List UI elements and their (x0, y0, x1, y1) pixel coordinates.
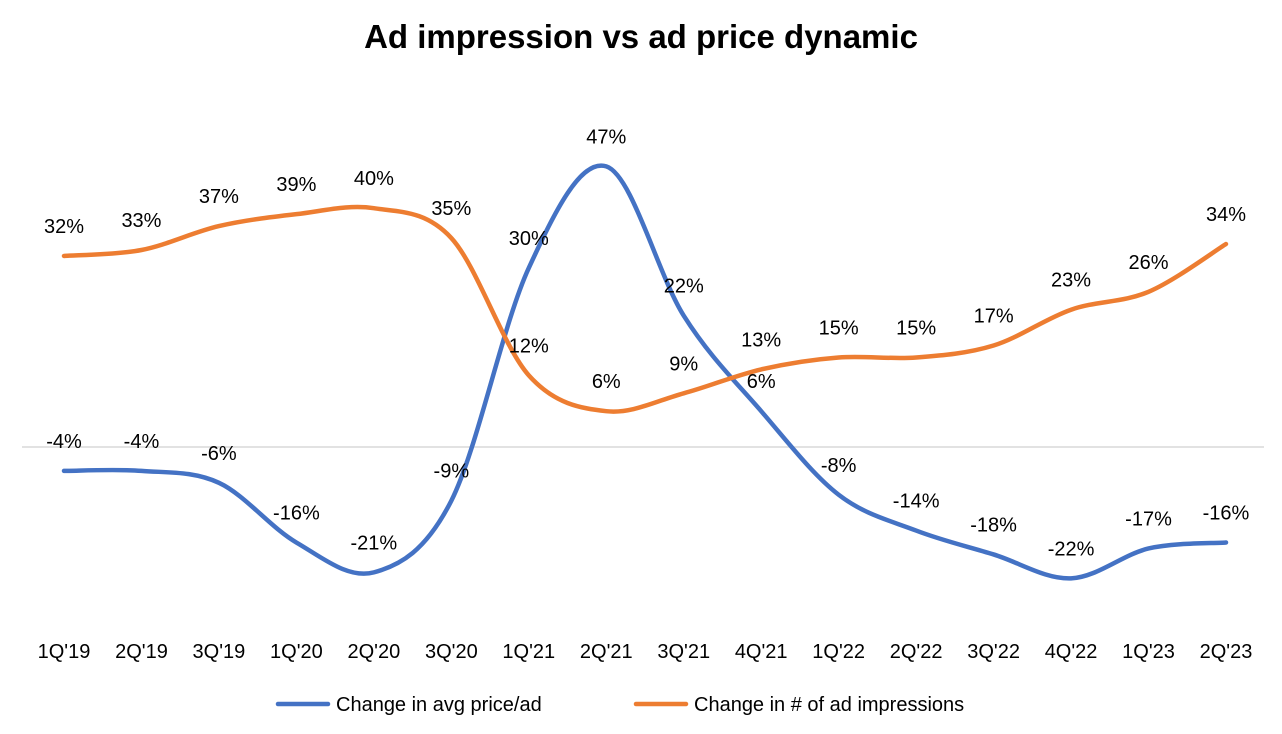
data-label: -6% (201, 443, 237, 465)
data-label: 6% (592, 371, 621, 393)
x-tick-label: 2Q'19 (115, 641, 168, 663)
data-label: 32% (44, 216, 84, 238)
series-line-0 (61, 163, 1229, 581)
x-tick-label: 3Q'20 (425, 641, 478, 663)
x-tick-label: 1Q'19 (38, 641, 91, 663)
data-label: 13% (741, 329, 781, 351)
data-label: -16% (1203, 503, 1250, 525)
data-label: -16% (273, 503, 320, 525)
data-label: -8% (821, 455, 857, 477)
data-label: -18% (970, 514, 1017, 536)
data-label: -17% (1125, 508, 1172, 530)
x-tick-label: 4Q'22 (1045, 641, 1098, 663)
x-tick-label: 2Q'23 (1200, 641, 1253, 663)
data-label: 22% (664, 276, 704, 298)
data-label: 9% (669, 353, 698, 375)
data-label: 30% (509, 228, 549, 250)
x-tick-label: 1Q'23 (1122, 641, 1175, 663)
data-label: 12% (509, 335, 549, 357)
legend-label-0: Change in avg price/ad (336, 694, 542, 716)
x-tick-label: 3Q'19 (193, 641, 246, 663)
data-label: 26% (1129, 252, 1169, 274)
data-label: -14% (893, 491, 940, 513)
x-tick-label: 1Q'21 (502, 641, 555, 663)
x-tick-label: 2Q'22 (890, 641, 943, 663)
x-tick-label: 1Q'22 (812, 641, 865, 663)
x-tick-label: 2Q'20 (347, 641, 400, 663)
data-label: -22% (1048, 538, 1095, 560)
legend-label-1: Change in # of ad impressions (694, 694, 964, 716)
data-labels: -4% -4% -6% -16% -21% -9% 30% 47% 22% 6% -8% -14% -1… (44, 126, 1250, 560)
data-label: 34% (1206, 204, 1246, 226)
data-label: 35% (431, 198, 471, 220)
chart-title: Ad impression vs ad price dynamic (364, 18, 918, 55)
x-tick-label: 3Q'21 (657, 641, 710, 663)
data-label: 23% (1051, 270, 1091, 292)
legend: Change in avg price/ad Change in # of ad … (275, 694, 964, 716)
data-label: 33% (121, 210, 161, 232)
x-axis-ticks: 1Q'19 2Q'19 3Q'19 1Q'20 2Q'20 3Q'20 1Q'21 2Q'21… (38, 641, 1253, 663)
x-tick-label: 3Q'22 (967, 641, 1020, 663)
x-tick-label: 1Q'20 (270, 641, 323, 663)
data-label: 40% (354, 168, 394, 190)
data-label: -9% (434, 461, 470, 483)
data-label: 39% (276, 174, 316, 196)
data-label: -4% (124, 431, 160, 453)
data-label: 6% (747, 371, 776, 393)
series-lines (61, 163, 1229, 581)
data-label: 15% (896, 317, 936, 339)
data-label: 17% (974, 306, 1014, 328)
data-label: -21% (351, 532, 398, 554)
x-tick-label: 4Q'21 (735, 641, 788, 663)
data-label: -4% (46, 431, 82, 453)
data-label: 15% (819, 317, 859, 339)
x-tick-label: 2Q'21 (580, 641, 633, 663)
data-label: 37% (199, 186, 239, 208)
data-label: 47% (586, 126, 626, 148)
series-line-1 (61, 204, 1229, 414)
